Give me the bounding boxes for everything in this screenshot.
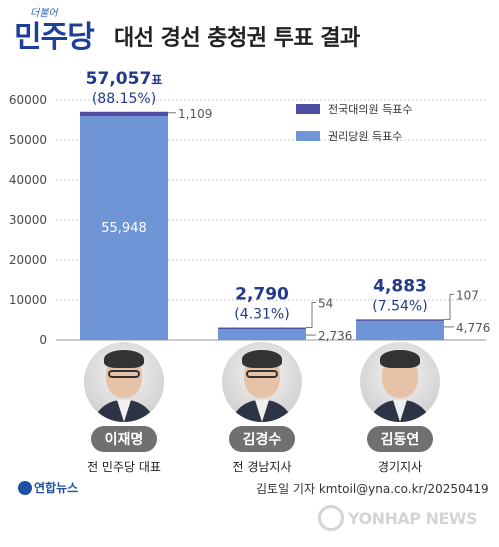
total-value: 2,790 (235, 285, 289, 305)
watermark-icon (318, 505, 344, 531)
credit-line: 김토일 기자 kmtoil@yna.co.kr/20250419 (256, 482, 489, 496)
label-leader-line (306, 302, 316, 329)
total-unit: 표 (151, 73, 162, 87)
bar-total-label: 57,057표 (86, 69, 163, 89)
bar-segment-delegate (218, 327, 306, 330)
agency-logo: 연합뉴스 (18, 479, 78, 496)
legend-swatch (296, 104, 320, 114)
legend-swatch (296, 131, 320, 141)
candidate-role: 전 민주당 대표 (87, 460, 161, 474)
candidate-name: 김동연 (366, 426, 434, 452)
candidate-card-lee: 이재명 전 민주당 대표 (54, 342, 194, 475)
candidate-photo (222, 342, 302, 422)
party-logo: 민주당 (14, 20, 95, 55)
segment-value-delegate: 107 (456, 288, 479, 302)
candidate-role: 전 경남지사 (232, 460, 292, 474)
total-value: 57,057 (86, 69, 152, 89)
candidate-name: 이재명 (90, 426, 158, 452)
segment-value-member: 55,948 (101, 221, 147, 236)
bar-segment-delegate (80, 111, 168, 117)
candidate-photo (84, 342, 164, 422)
y-tick-label: 50000 (9, 133, 47, 147)
candidate-card-kim-gyeongsu: 김경수 전 경남지사 (192, 342, 332, 475)
bar-segment-member (218, 329, 306, 340)
agency-mark-icon (18, 481, 32, 495)
candidate-role: 경기지사 (377, 460, 423, 474)
party-logo-small: 더불어 (30, 8, 58, 19)
segment-value-member: 2,736 (318, 329, 352, 343)
segment-value-delegate: 1,109 (178, 107, 212, 121)
bar-total-label: 4,883 (373, 276, 427, 296)
candidate-name: 김경수 (228, 426, 296, 452)
y-tick-label: 60000 (9, 93, 47, 107)
segment-value-member: 4,776 (456, 321, 490, 335)
y-tick-label: 30000 (9, 213, 47, 227)
candidate-photo (360, 342, 440, 422)
bar-percent-label: (88.15%) (92, 91, 156, 107)
total-value: 4,883 (373, 276, 427, 296)
candidate-card-kim-dongyeon: 김동연 경기지사 (330, 342, 470, 475)
watermark: YONHAP NEWS (318, 505, 478, 531)
bar-percent-label: (7.54%) (372, 298, 427, 314)
bar-percent-label: (4.31%) (234, 307, 289, 323)
y-tick-label: 10000 (9, 293, 47, 307)
y-tick-label: 0 (39, 333, 47, 347)
segment-value-delegate: 54 (318, 297, 333, 311)
header: 더불어 민주당 대선 경선 충청권 투표 결과 (0, 0, 499, 62)
y-tick-label: 40000 (9, 173, 47, 187)
label-leader-line (444, 293, 454, 320)
bar-segment-member (356, 320, 444, 340)
legend-label: 전국대의원 득표수 (328, 103, 412, 116)
y-tick-label: 20000 (9, 253, 47, 267)
bar-segment-delegate (356, 319, 444, 321)
legend-label: 권리당원 득표수 (328, 130, 402, 143)
bar-total-label: 2,790 (235, 285, 289, 305)
chart-title: 대선 경선 충청권 투표 결과 (114, 26, 360, 51)
bar-segment-member (80, 116, 168, 340)
